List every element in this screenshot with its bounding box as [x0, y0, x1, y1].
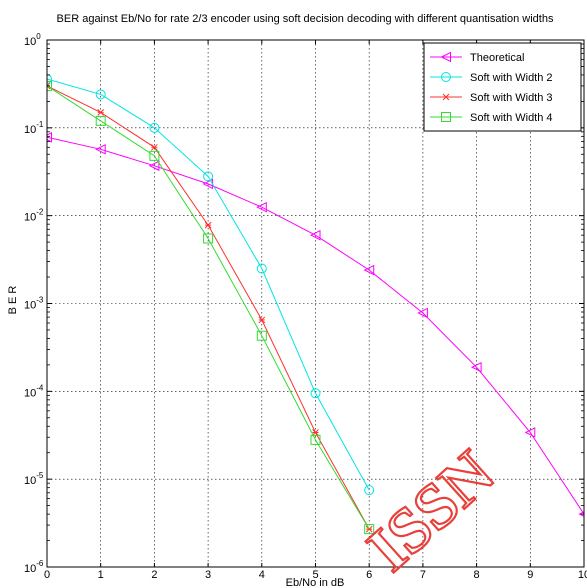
y-tick-label: 10-6: [24, 559, 44, 575]
series-line-soft-with-width-2: [47, 78, 370, 491]
series-line-theoretical: [47, 136, 584, 515]
data-point-theoretical: [148, 160, 160, 172]
x-tick-label: 5: [312, 569, 318, 581]
data-point-soft-with-width-4: [149, 150, 160, 161]
series-theoretical: [47, 132, 584, 517]
x-axis-label: Eb/No in dB: [286, 577, 345, 588]
data-point-soft-with-width-2: [95, 89, 106, 100]
data-point-soft-with-width-3: [365, 525, 373, 533]
data-point-soft-with-width-2: [149, 122, 160, 133]
axis-ticks: 0 1 2 3 4 5 6 7 8 9 10 100 10-1 10-2 10-3 10-4 10-5 10-6: [24, 32, 587, 581]
data-point-soft-with-width-2: [203, 171, 214, 182]
series-line-soft-with-width-4: [47, 85, 370, 530]
data-point-soft-with-width-4: [256, 330, 267, 341]
data-point-theoretical: [470, 361, 482, 373]
data-point-soft-with-width-4: [95, 115, 106, 126]
data-point-soft-with-width-3: [97, 109, 105, 116]
legend-marker-theoretical: [440, 51, 451, 63]
data-point-theoretical: [524, 427, 536, 438]
data-point-theoretical: [256, 201, 267, 213]
x-tick-label: 7: [420, 569, 426, 581]
data-point-soft-with-width-4: [203, 233, 214, 244]
x-tick-label: 0: [44, 569, 50, 581]
data-point-theoretical: [95, 143, 106, 155]
x-tick-label: 8: [474, 569, 480, 581]
data-point-soft-with-width-2: [364, 485, 375, 496]
legend-label-soft-with-width-3: Soft with Width 3: [470, 92, 553, 104]
data-point-soft-with-width-2: [47, 73, 52, 84]
x-tick-label: 10: [578, 569, 587, 581]
x-tick-label: 2: [151, 569, 157, 581]
data-point-soft-with-width-4: [310, 434, 321, 445]
y-tick-label: 10-2: [24, 208, 44, 224]
chart-title: BER against Eb/No for rate 2/3 encoder u…: [57, 13, 554, 25]
data-point-soft-with-width-3: [258, 316, 266, 324]
grid-lines: [47, 40, 584, 567]
series-soft-with-width-2: [47, 73, 375, 496]
data-point-soft-with-width-3-stroke: [47, 82, 51, 87]
y-axis-label: B E R: [7, 286, 19, 315]
y-tick-label: 10-3: [24, 296, 44, 312]
data-point-soft-with-width-4: [47, 80, 52, 91]
legend-label-theoretical: Theoretical: [470, 52, 524, 64]
legend-marker-soft-with-width-4: [441, 112, 451, 122]
series-layer: [47, 73, 584, 535]
data-point-theoretical: [47, 132, 52, 143]
data-point-soft-with-width-3: [204, 221, 212, 229]
x-tick-label: 4: [259, 569, 265, 581]
y-tick-label: 10-4: [24, 383, 44, 399]
data-point-soft-with-width-2: [256, 263, 267, 274]
series-soft-with-width-4: [47, 80, 375, 535]
legend-label-soft-with-width-2: Soft with Width 2: [470, 72, 553, 84]
y-tick-label: 10-1: [24, 120, 44, 136]
legend: Theoretical Soft with Width 2 Soft with Wi…: [423, 42, 582, 132]
x-tick-label: 6: [366, 569, 372, 581]
x-tick-label: 9: [527, 569, 533, 581]
y-tick-label: 10-5: [24, 471, 44, 487]
data-point-soft-with-width-3-stroke: [47, 85, 51, 90]
data-point-soft-with-width-4: [364, 524, 375, 535]
watermark: ISSN: [354, 436, 507, 584]
series-soft-with-width-3: [47, 82, 373, 533]
x-tick-label: 3: [205, 569, 211, 581]
data-point-theoretical: [309, 229, 321, 241]
data-point-theoretical: [363, 264, 375, 276]
data-point-soft-with-width-2: [310, 388, 321, 399]
data-point-soft-with-width-3: [151, 143, 158, 151]
data-point-theoretical: [417, 307, 428, 319]
y-tick-label: 100: [24, 32, 41, 48]
data-point-soft-with-width-3: [312, 429, 319, 436]
legend-label-soft-with-width-4: Soft with Width 4: [470, 112, 553, 124]
legend-marker-soft-with-width-2: [441, 72, 451, 82]
legend-marker-soft-with-width-3: [442, 93, 450, 101]
x-tick-label: 1: [98, 569, 104, 581]
